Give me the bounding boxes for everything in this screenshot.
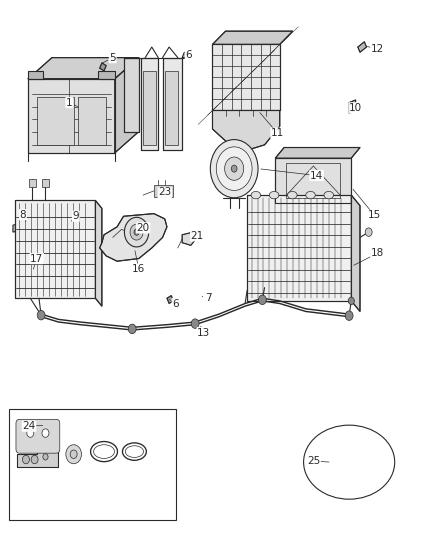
Text: 20: 20: [137, 223, 150, 233]
Circle shape: [128, 324, 136, 334]
Bar: [29, 179, 36, 187]
Text: 18: 18: [371, 248, 384, 259]
Bar: [42, 179, 49, 187]
Polygon shape: [167, 296, 173, 303]
Polygon shape: [28, 79, 115, 153]
Polygon shape: [162, 58, 182, 150]
Bar: [247, 195, 351, 301]
Polygon shape: [98, 71, 115, 79]
Circle shape: [70, 450, 77, 458]
Circle shape: [365, 228, 372, 236]
Bar: [212, 44, 280, 110]
Text: 12: 12: [371, 44, 384, 54]
Circle shape: [66, 445, 81, 464]
Polygon shape: [124, 58, 139, 132]
Bar: [28, 79, 115, 153]
Circle shape: [231, 165, 237, 172]
Bar: [78, 98, 106, 145]
Polygon shape: [212, 31, 293, 44]
Bar: [15, 200, 95, 298]
Polygon shape: [115, 58, 139, 153]
Polygon shape: [50, 227, 82, 248]
Text: 15: 15: [367, 210, 381, 220]
Polygon shape: [351, 195, 360, 311]
Polygon shape: [349, 100, 356, 113]
Polygon shape: [212, 110, 280, 150]
Polygon shape: [13, 223, 19, 232]
Circle shape: [210, 140, 258, 198]
Circle shape: [37, 310, 45, 320]
Polygon shape: [141, 58, 158, 150]
Polygon shape: [95, 200, 102, 306]
Polygon shape: [276, 148, 360, 158]
Polygon shape: [15, 200, 95, 298]
Text: 11: 11: [271, 128, 284, 138]
Bar: [9, 409, 176, 520]
Polygon shape: [126, 233, 130, 243]
Ellipse shape: [269, 191, 279, 199]
Polygon shape: [276, 158, 351, 203]
Ellipse shape: [324, 191, 333, 199]
Polygon shape: [212, 44, 280, 110]
Circle shape: [258, 295, 266, 304]
Ellipse shape: [251, 191, 261, 199]
Text: 16: 16: [132, 264, 145, 274]
Polygon shape: [28, 58, 139, 79]
Polygon shape: [182, 52, 189, 58]
Text: 10: 10: [349, 103, 362, 113]
Polygon shape: [59, 243, 65, 248]
Polygon shape: [19, 216, 41, 237]
Text: 24: 24: [22, 421, 35, 431]
Text: 6: 6: [172, 298, 179, 309]
Bar: [276, 158, 351, 203]
Circle shape: [348, 297, 354, 304]
Circle shape: [225, 157, 244, 180]
Circle shape: [22, 455, 29, 464]
Bar: [165, 71, 178, 145]
Circle shape: [42, 429, 49, 437]
Ellipse shape: [306, 191, 315, 199]
Circle shape: [43, 454, 48, 460]
Text: 1: 1: [66, 98, 73, 108]
Text: 13: 13: [197, 328, 210, 337]
Circle shape: [124, 217, 149, 247]
Circle shape: [191, 319, 199, 328]
Polygon shape: [143, 233, 149, 243]
Polygon shape: [247, 195, 351, 301]
Text: 7: 7: [205, 293, 212, 303]
Text: 5: 5: [110, 53, 116, 62]
Circle shape: [130, 224, 143, 240]
Polygon shape: [17, 449, 59, 467]
Text: 17: 17: [30, 254, 43, 263]
Text: 14: 14: [310, 171, 323, 181]
Circle shape: [216, 147, 252, 190]
Text: 21: 21: [191, 231, 204, 241]
Polygon shape: [28, 71, 43, 79]
Polygon shape: [100, 214, 167, 261]
Polygon shape: [358, 42, 367, 52]
Text: 9: 9: [73, 211, 79, 221]
Text: 23: 23: [158, 188, 171, 197]
Circle shape: [345, 311, 353, 320]
Bar: [143, 71, 156, 145]
Circle shape: [134, 229, 139, 235]
Bar: [286, 164, 340, 198]
Circle shape: [27, 429, 34, 437]
Ellipse shape: [304, 425, 395, 499]
Polygon shape: [100, 63, 106, 71]
FancyBboxPatch shape: [16, 419, 60, 453]
Text: 8: 8: [20, 209, 26, 220]
Bar: [37, 98, 74, 145]
Text: 6: 6: [185, 50, 192, 60]
Polygon shape: [19, 425, 54, 441]
Bar: [154, 185, 173, 197]
Text: 25: 25: [307, 456, 320, 466]
Circle shape: [31, 455, 38, 464]
Ellipse shape: [287, 191, 297, 199]
Polygon shape: [182, 232, 195, 245]
